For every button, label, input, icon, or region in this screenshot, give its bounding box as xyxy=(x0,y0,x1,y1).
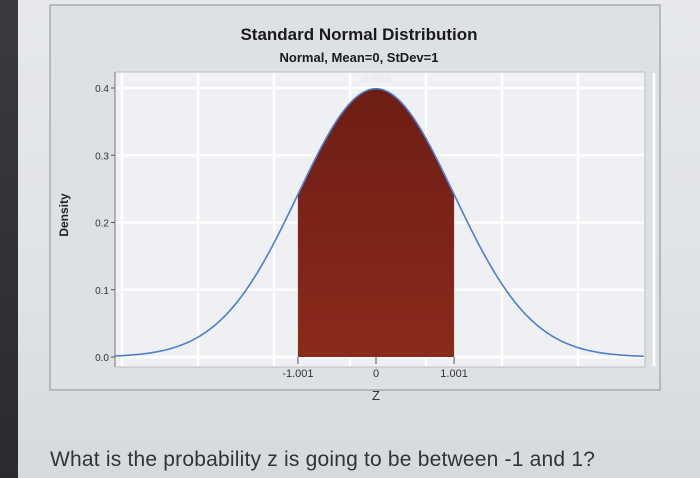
shaded-area-layer xyxy=(297,88,455,358)
probability-label: 0.683 xyxy=(362,73,390,85)
y-tick-label: 0.2 xyxy=(95,219,109,230)
question-text: What is the probability z is going to be… xyxy=(50,448,596,471)
x-axis-label: Z xyxy=(372,388,380,403)
y-tick-label: 0.4 xyxy=(95,84,109,95)
chart-title: Standard Normal Distribution xyxy=(240,25,477,44)
x-tick-label: 1.001 xyxy=(440,368,468,380)
y-axis: 0.0 0.1 0.2 0.3 0.4 xyxy=(95,72,116,367)
y-tick-label: 0.1 xyxy=(95,286,109,297)
x-axis: -1.001 0 1.001 xyxy=(282,357,468,380)
shaded-region xyxy=(297,88,455,358)
chart-subtitle: Normal, Mean=0, StDev=1 xyxy=(280,50,439,65)
density-curve xyxy=(114,87,644,358)
x-tick-label: -1.001 xyxy=(282,368,313,380)
y-tick-label: 0.3 xyxy=(95,151,109,162)
x-tick-label: 0 xyxy=(373,368,379,380)
y-tick-label: 0.0 xyxy=(95,353,109,364)
curve-layer xyxy=(114,87,644,358)
y-axis-label: Density xyxy=(57,193,71,237)
